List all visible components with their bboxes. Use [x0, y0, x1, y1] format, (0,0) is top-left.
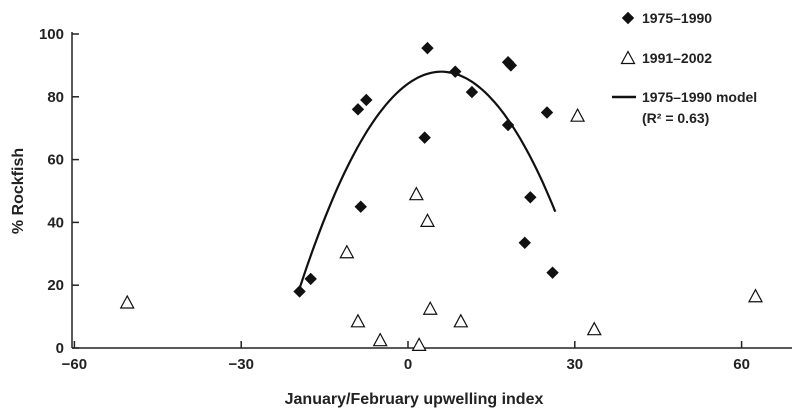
- point-1975-1990: [465, 85, 479, 99]
- point-1975-1990: [418, 131, 431, 144]
- axes: 0 20 40 60 80 100 −60 −30 0 30 60 January/February …: [10, 26, 792, 408]
- legend-label-1991-2002: 1991–2002: [642, 50, 712, 66]
- point-1975-1990: [546, 266, 559, 279]
- legend-marker-1991-2002: [620, 50, 636, 65]
- point-1975-1990: [421, 41, 434, 55]
- y-tick-label: 40: [47, 214, 64, 231]
- point-1975-1990: [540, 106, 554, 119]
- x-tick-label: 0: [404, 356, 412, 373]
- legend-label-r2: (R² = 0.63): [642, 110, 709, 126]
- point-1975-1990: [304, 272, 317, 286]
- x-tick-label: −60: [62, 356, 87, 373]
- point-1991-2002: [419, 213, 435, 227]
- x-tick-label: 30: [566, 356, 583, 373]
- y-tick-label: 80: [47, 89, 64, 106]
- point-1991-2002: [411, 337, 427, 351]
- legend-label-1975-1990: 1975–1990: [642, 10, 712, 26]
- model-curve-line: [298, 70, 557, 289]
- x-tick-label: 60: [733, 356, 750, 373]
- point-1975-1990: [351, 103, 365, 116]
- y-axis-title: % Rockfish: [10, 148, 27, 234]
- point-1975-1990: [518, 236, 531, 250]
- point-1991-2002: [570, 107, 586, 122]
- point-1975-1990: [360, 93, 373, 107]
- point-1991-2002: [372, 332, 388, 347]
- point-1975-1990: [501, 118, 515, 132]
- x-tick-label: −30: [228, 356, 253, 373]
- point-1975-1990: [293, 285, 306, 298]
- point-1991-2002: [339, 244, 355, 259]
- legend: 1975–1990 1991–2002 1975–1990 model (R² = 0…: [612, 10, 757, 126]
- point-1991-2002: [747, 288, 764, 303]
- legend-label-model: 1975–1990 model: [642, 89, 757, 105]
- y-tick-label: 20: [47, 277, 64, 294]
- point-1991-2002: [453, 313, 469, 328]
- point-1975-1990: [504, 59, 518, 72]
- point-1991-2002: [119, 294, 135, 309]
- point-1975-1990: [354, 200, 367, 213]
- y-tick-label: 60: [47, 152, 64, 169]
- data-marks: [119, 41, 764, 351]
- y-tick-label: 100: [39, 26, 64, 43]
- point-1991-2002: [350, 313, 366, 328]
- point-1975-1990: [524, 191, 537, 204]
- point-1991-2002: [586, 321, 602, 336]
- point-1991-2002: [408, 186, 424, 201]
- legend-marker-1975-1990: [621, 11, 635, 25]
- y-tick-label: 0: [56, 340, 64, 357]
- point-1991-2002: [422, 300, 438, 315]
- x-axis-title: January/February upwelling index: [285, 391, 544, 408]
- point-1975-1990: [449, 65, 462, 78]
